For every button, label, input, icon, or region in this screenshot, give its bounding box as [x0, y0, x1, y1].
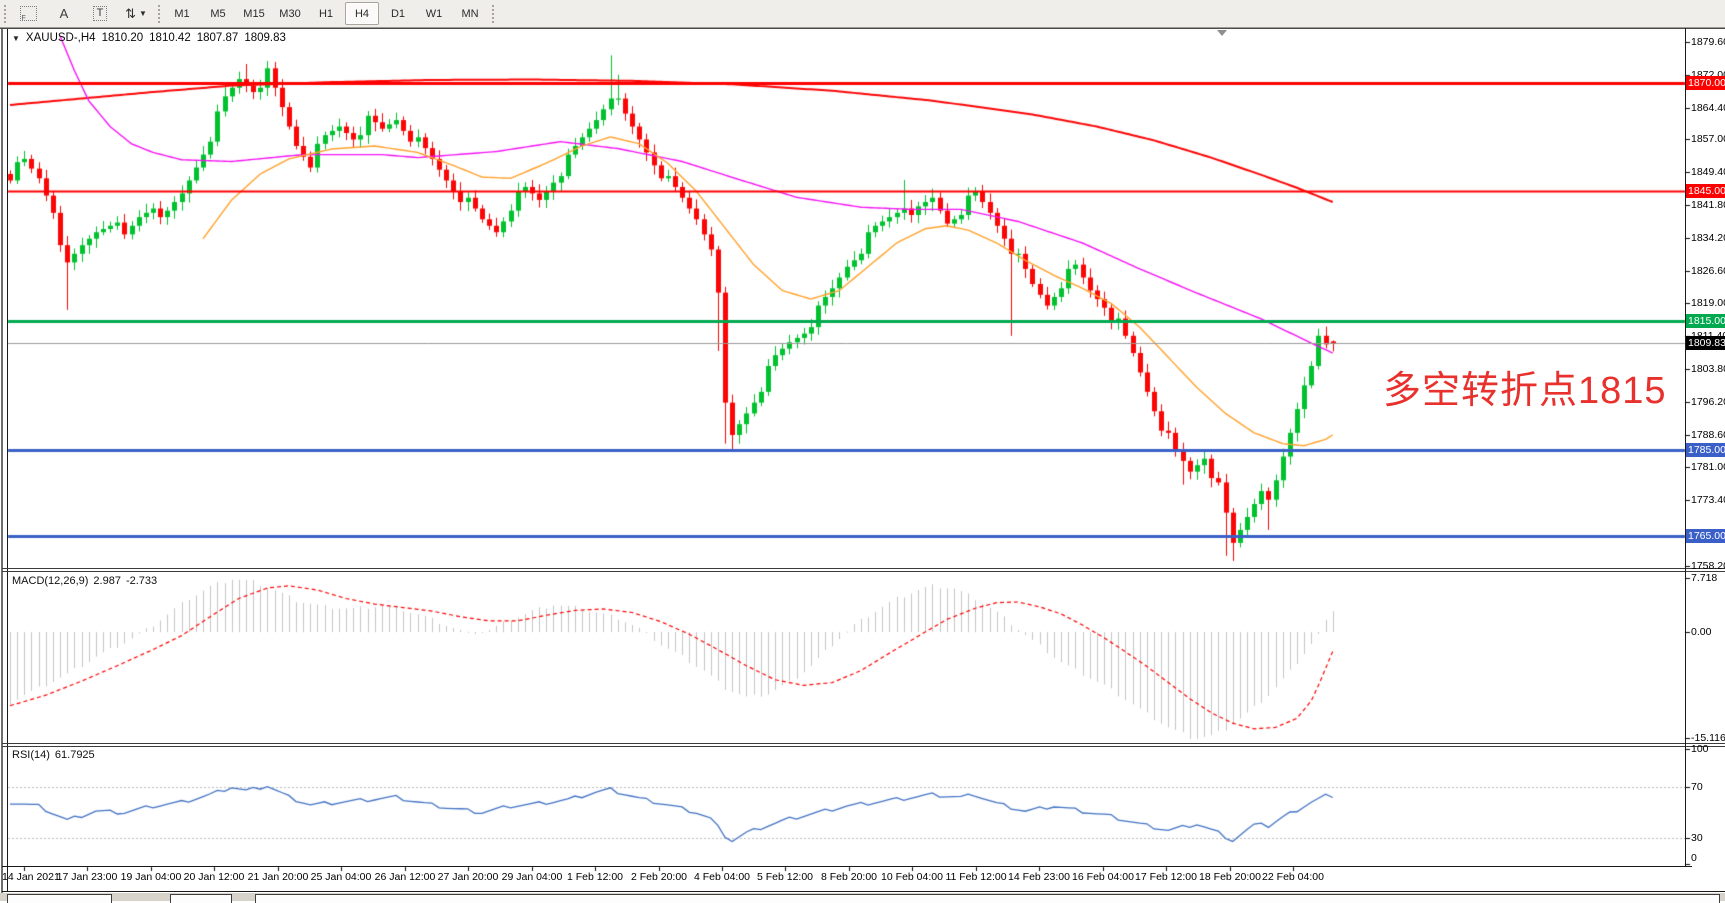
time-axis-label: 20 Jan 12:00: [183, 871, 245, 883]
bottom-window-1: [7, 894, 112, 903]
price-badge-1809-83: 1809.83: [1686, 335, 1725, 350]
timeframe-button-d1[interactable]: D1: [390, 7, 406, 20]
toolbar: F A T ⇅ ▼ M1 M5 M15 M30 H1 H4 D1 W1 MN: [0, 0, 1725, 28]
price-badge-1765-00: 1765.00: [1686, 529, 1725, 544]
grid-f-icon: F: [19, 6, 37, 22]
time-axis-label: 17 Feb 12:00: [1135, 871, 1197, 883]
text-tool-button[interactable]: T: [83, 2, 117, 25]
price-axis-label: 1849.40: [1691, 166, 1725, 179]
main-macd-separator[interactable]: [2, 568, 1725, 569]
time-axis-label: 2 Feb 20:00: [630, 871, 688, 883]
toolbar-grip: [158, 4, 160, 23]
chart-bottom-border: [2, 891, 1725, 892]
timeframe-button-m5[interactable]: M5: [210, 7, 226, 20]
time-axis-label: 25 Jan 04:00: [310, 871, 372, 883]
time-axis-label: 11 Feb 12:00: [945, 871, 1007, 883]
price-badge-1845-00: 1845.00: [1686, 184, 1725, 199]
timeframe-button-mn[interactable]: MN: [461, 7, 479, 20]
chart-title: ▼ XAUUSD-,H4 1810.20 1810.42 1807.87 180…: [12, 32, 286, 44]
grid-indicator-button[interactable]: F: [11, 2, 45, 25]
arrows-tool-button[interactable]: ⇅ ▼: [119, 2, 153, 25]
time-axis-label: 17 Jan 23:00: [56, 871, 118, 883]
timeframe-toolbar: M1 M5 M15 M30 H1 H4 D1 W1 MN: [164, 2, 488, 25]
time-axis-label: 5 Feb 12:00: [756, 871, 814, 883]
time-axis-label: 8 Feb 20:00: [820, 871, 878, 883]
price-badge-1870-00: 1870.00: [1686, 76, 1725, 91]
main-macd-separator-inner: [2, 571, 1725, 572]
timeframe-button-h4[interactable]: H4: [345, 2, 379, 25]
rsi-axis-label: 100: [1691, 742, 1709, 755]
price-axis-label: 1758.20: [1691, 559, 1725, 572]
chart-shift-marker-icon[interactable]: [1217, 30, 1227, 36]
macd-label: MACD(12,26,9) 2.987 -2.733: [12, 575, 158, 587]
bottom-window-strip: [0, 893, 1725, 903]
label-tool-button[interactable]: A: [47, 2, 81, 25]
time-axis-label: 26 Jan 12:00: [374, 871, 436, 883]
macd-rsi-separator[interactable]: [2, 743, 1725, 744]
price-badge-1815-00: 1815.00: [1686, 313, 1725, 328]
time-axis-label: 21 Jan 20:00: [247, 871, 309, 883]
symbol-label: XAUUSD-,H4: [25, 32, 96, 44]
price-axis-label: 1788.60: [1691, 428, 1725, 441]
price-axis-label: 1819.00: [1691, 297, 1725, 310]
macd-rsi-separator-inner: [2, 746, 1725, 747]
time-axis-label: 18 Feb 20:00: [1199, 871, 1261, 883]
timeframe-button-m1[interactable]: M1: [174, 7, 190, 20]
rsi-label: RSI(14) 61.7925: [12, 749, 95, 761]
time-axis-label: 29 Jan 04:00: [501, 871, 563, 883]
macd-axis-label: 7.718: [1691, 572, 1718, 585]
price-axis-border: [1685, 28, 1686, 867]
ohlc-low: 1807.87: [196, 32, 239, 44]
time-axis-line: [2, 866, 1692, 867]
bottom-window-2: [170, 894, 232, 903]
time-axis-label: 14 Feb 23:00: [1008, 871, 1070, 883]
symbol-collapse-icon[interactable]: ▼: [12, 33, 20, 43]
toolbar-grip: [492, 4, 494, 23]
arrows-tool-icon: ⇅: [125, 5, 136, 21]
letter-a-icon: A: [59, 6, 69, 21]
time-axis-label: 16 Feb 04:00: [1072, 871, 1134, 883]
price-axis-label: 1826.60: [1691, 264, 1725, 277]
price-axis-label: 1773.40: [1691, 494, 1725, 507]
macd-axis-label: 0.00: [1691, 626, 1712, 639]
ohlc-high: 1810.42: [149, 32, 191, 44]
time-axis-label: 22 Feb 04:00: [1262, 871, 1324, 883]
price-axis-label: 1796.20: [1691, 395, 1725, 408]
time-axis-label: 1 Feb 12:00: [566, 871, 624, 883]
macd-axis-label: -15.116: [1691, 732, 1725, 745]
timeframe-button-m15[interactable]: M15: [243, 7, 265, 20]
window-edge: [1, 28, 3, 893]
rsi-axis-label: 30: [1691, 832, 1703, 844]
ohlc-open: 1810.20: [101, 32, 144, 44]
timeframe-button-h1[interactable]: H1: [318, 7, 334, 20]
ohlc-close: 1809.83: [244, 32, 286, 44]
price-axis-label: 1803.80: [1691, 362, 1725, 375]
timeframe-button-m30[interactable]: M30: [279, 7, 301, 20]
chart-left-border: [7, 28, 8, 891]
bottom-window-3: [255, 894, 1720, 903]
time-axis-label: 27 Jan 20:00: [437, 871, 499, 883]
price-badge-1785-00: 1785.00: [1686, 443, 1725, 458]
chart-top-border: [0, 28, 1725, 29]
price-axis-label: 1834.20: [1691, 231, 1725, 244]
price-axis-label: 1857.00: [1691, 133, 1725, 146]
timeframe-button-w1[interactable]: W1: [425, 7, 443, 20]
price-axis-label: 1841.80: [1691, 199, 1725, 212]
time-axis-label: 4 Feb 04:00: [693, 871, 751, 883]
time-axis-label: 14 Jan 2021: [2, 871, 60, 883]
price-axis-label: 1781.00: [1691, 461, 1725, 474]
text-tool-icon: T: [92, 6, 108, 21]
toolbar-grip: [4, 4, 6, 23]
dropdown-caret-icon: ▼: [138, 9, 147, 18]
rsi-axis-label: 70: [1691, 781, 1703, 793]
chart-annotation-text[interactable]: 多空转折点1815: [1383, 370, 1667, 412]
price-axis-label: 1864.40: [1691, 101, 1725, 114]
time-axis-label: 19 Jan 04:00: [120, 871, 182, 883]
price-axis-label: 1879.60: [1691, 36, 1725, 48]
time-axis-label: 10 Feb 04:00: [881, 871, 943, 883]
rsi-axis-label: 0: [1691, 852, 1697, 864]
